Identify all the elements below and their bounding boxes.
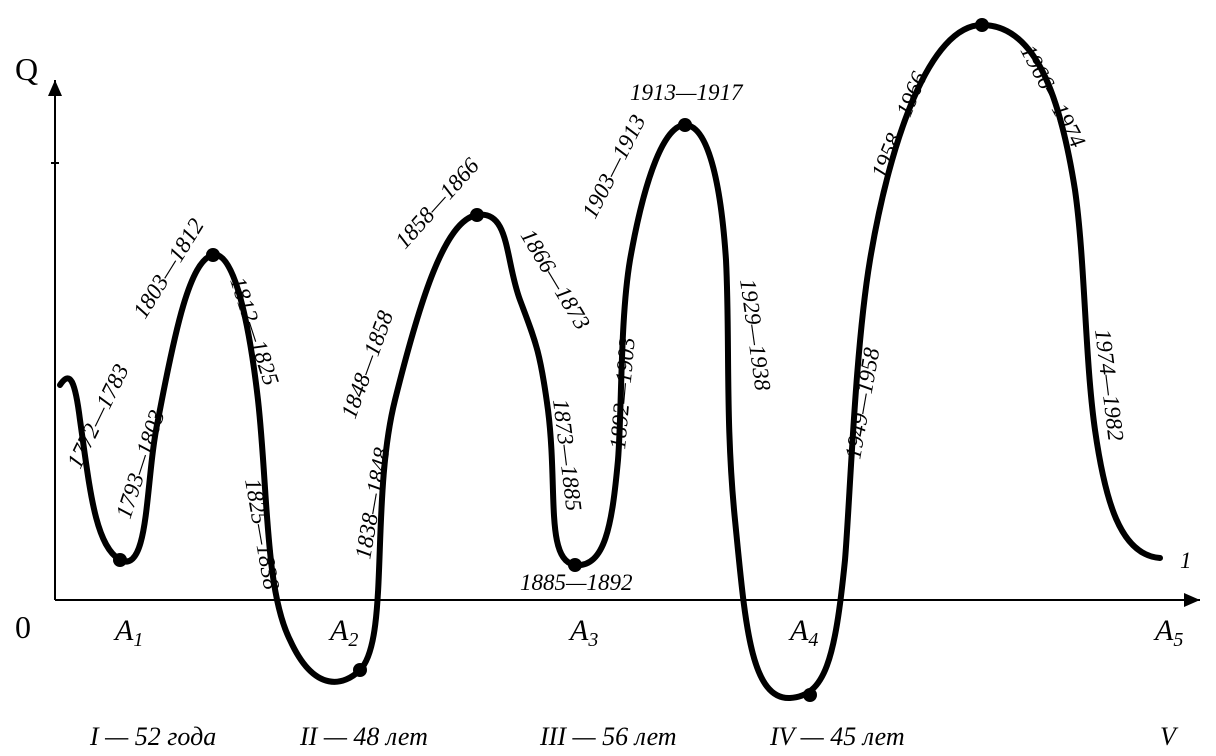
kondratiev-cycles-chart: Q0A1A2A3A4A51772—17831793—18031803—18121… (0, 0, 1216, 756)
date-label-0: 1885—1892 (520, 570, 632, 595)
period-label-15: 1966—1974 (1016, 41, 1091, 152)
period-label-10: 1892—1903 (605, 336, 640, 450)
x-axis-arrow (1184, 593, 1200, 607)
period-label-6: 1848—1858 (336, 307, 398, 422)
cycle-duration-0: I — 52 года (89, 722, 216, 751)
cycle-marker-7 (975, 18, 989, 32)
cycle-marker-3 (470, 208, 484, 222)
period-label-14: 1958—1966 (866, 68, 931, 182)
y-axis-label: Q (15, 51, 38, 87)
date-label-1: 1913—1917 (630, 80, 744, 105)
period-label-0: 1772—1783 (62, 360, 134, 472)
end-mark: 1 (1180, 548, 1192, 573)
period-label-1: 1793—1803 (111, 407, 170, 522)
period-label-13: 1949—1958 (840, 345, 884, 461)
cycle-duration-3: IV — 45 лет (769, 722, 905, 751)
period-label-3: 1812—1825 (225, 274, 284, 389)
period-label-12: 1929—1938 (735, 277, 775, 392)
cycle-marker-0 (113, 553, 127, 567)
axis-point-A2: A2 (328, 614, 358, 651)
cycle-marker-5 (678, 118, 692, 132)
origin-label: 0 (15, 609, 31, 645)
y-axis-arrow (48, 80, 62, 96)
axis-point-A5: A5 (1153, 614, 1183, 651)
axis-point-A3: A3 (568, 614, 598, 651)
cycle-duration-4: V (1160, 722, 1179, 751)
cycle-duration-2: III — 56 лет (539, 722, 677, 751)
cycle-duration-1: II — 48 лет (299, 722, 428, 751)
period-label-4: 1825—1838 (240, 477, 284, 593)
period-label-5: 1838—1848 (350, 445, 394, 561)
cycle-marker-2 (353, 663, 367, 677)
axis-point-A4: A4 (788, 614, 818, 651)
axis-point-A1: A1 (113, 614, 143, 651)
cycle-marker-6 (803, 688, 817, 702)
cycle-marker-1 (206, 248, 220, 262)
period-label-7: 1858—1866 (390, 153, 484, 254)
cycle-curve (60, 25, 1160, 698)
